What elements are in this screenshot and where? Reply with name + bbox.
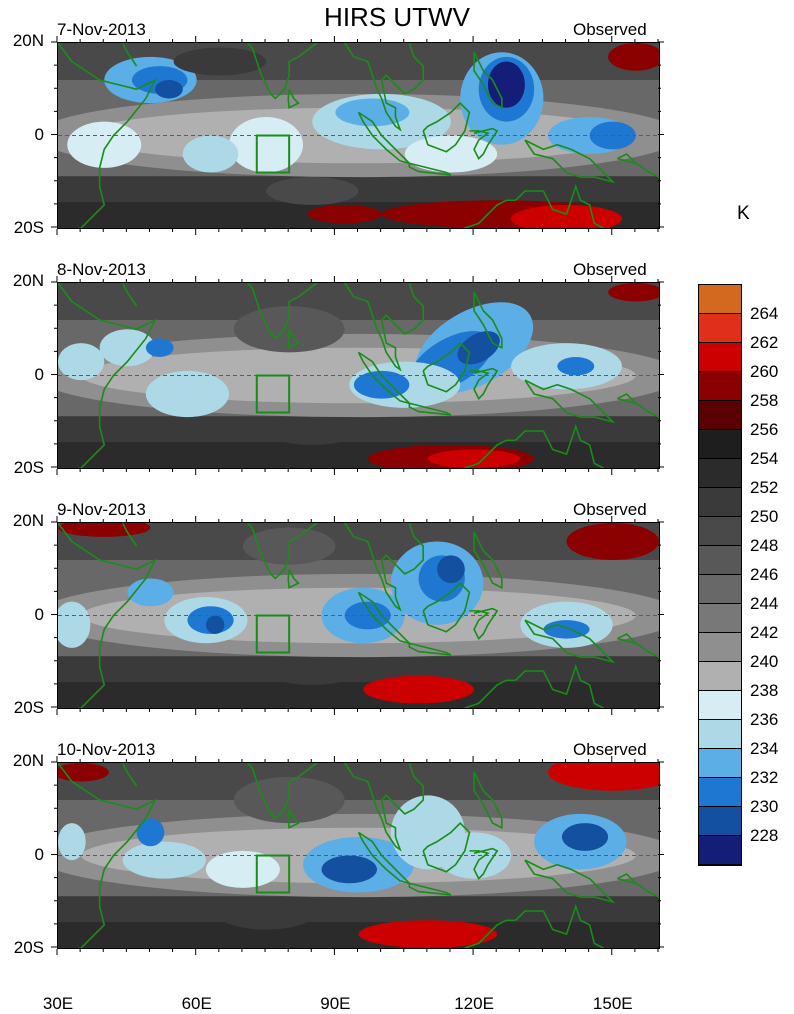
map-plot [57,762,660,949]
colorbar-tick-label: 262 [750,333,779,352]
panel-date: 9-Nov-2013 [57,500,146,519]
panel-date: 7-Nov-2013 [57,20,146,39]
colorbar-swatch [699,314,741,343]
colorbar [698,284,742,866]
latitude-label: 20N [12,31,44,50]
colorbar-tick-label: 256 [750,420,779,439]
colorbar-tick-label: 250 [750,507,779,526]
map-plot [57,522,660,709]
latitude-label: 20N [12,511,44,530]
colorbar-tick-label: 246 [750,565,779,584]
colorbar-swatch [699,459,741,488]
latitude-label: 0 [34,844,44,864]
contour-field [58,43,659,228]
latitude-label: 20S [13,698,44,717]
colorbar-tick-label: 236 [750,710,779,729]
latitude-label: 0 [34,604,44,624]
colorbar-swatch [699,517,741,546]
contour-field [58,283,659,468]
colorbar-tick-label: 258 [750,391,779,410]
colorbar-tick-label: 260 [750,362,779,381]
colorbar-swatch [699,778,741,807]
latitude-label: 0 [34,124,44,144]
colorbar-tick-label: 240 [750,652,779,671]
longitude-label: 60E [181,994,212,1013]
contour-field [58,763,659,948]
longitude-label: 150E [592,994,633,1013]
colorbar-swatch [699,401,741,430]
colorbar-tick-label: 238 [750,681,779,700]
longitude-label: 120E [454,994,494,1013]
map-panel: 8-Nov-2013 Observed 20N 0 20S [0,260,700,500]
colorbar-tick-label: 248 [750,536,779,555]
panel-observed-label: Observed [573,500,647,519]
colorbar-swatch [699,343,741,372]
colorbar-swatch [699,691,741,720]
latitude-label: 20S [13,938,44,957]
colorbar-swatch [699,575,741,604]
panel-date: 10-Nov-2013 [57,740,156,759]
map-plot [57,42,660,229]
latitude-label: 20N [12,271,44,290]
colorbar-tick-label: 264 [750,304,779,323]
colorbar-swatch [699,430,741,459]
panel-observed-label: Observed [573,740,647,759]
longitude-label: 90E [320,994,351,1013]
latitude-label: 20S [13,218,44,237]
panel-date: 8-Nov-2013 [57,260,146,279]
colorbar-swatch [699,285,741,314]
latitude-label: 20S [13,458,44,477]
colorbar-swatch [699,604,741,633]
colorbar-tick-label: 244 [750,594,779,613]
latitude-label: 0 [34,364,44,384]
colorbar-tick-label: 252 [750,478,779,497]
panel-observed-label: Observed [573,20,647,39]
colorbar-swatch [699,488,741,517]
panel-observed-label: Observed [573,260,647,279]
colorbar-swatch [699,720,741,749]
colorbar-tick-label: 234 [750,739,779,758]
colorbar-swatch [699,836,741,865]
map-panel: 9-Nov-2013 Observed 20N 0 20S [0,500,700,740]
map-plot [57,282,660,469]
colorbar-swatch [699,749,741,778]
colorbar-tick-label: 232 [750,768,779,787]
contour-field [58,523,659,708]
colorbar-tick-label: 228 [750,826,779,845]
main-title: HIRS UTWV [324,2,470,32]
colorbar-swatch [699,807,741,836]
map-panel: 7-Nov-2013 Observed 20N 0 20S [0,20,700,260]
latitude-label: 20N [12,751,44,770]
colorbar-tick-label: 254 [750,449,779,468]
colorbar-swatch [699,372,741,401]
colorbar-tick-label: 242 [750,623,779,642]
map-panel: 10-Nov-2013 Observed 20N 0 20S [0,740,700,980]
colorbar-swatch [699,633,741,662]
colorbar-unit: K [737,203,750,224]
colorbar-tick-label: 230 [750,797,779,816]
longitude-label: 30E [42,994,74,1013]
colorbar-swatch [699,546,741,575]
colorbar-swatch [699,662,741,691]
